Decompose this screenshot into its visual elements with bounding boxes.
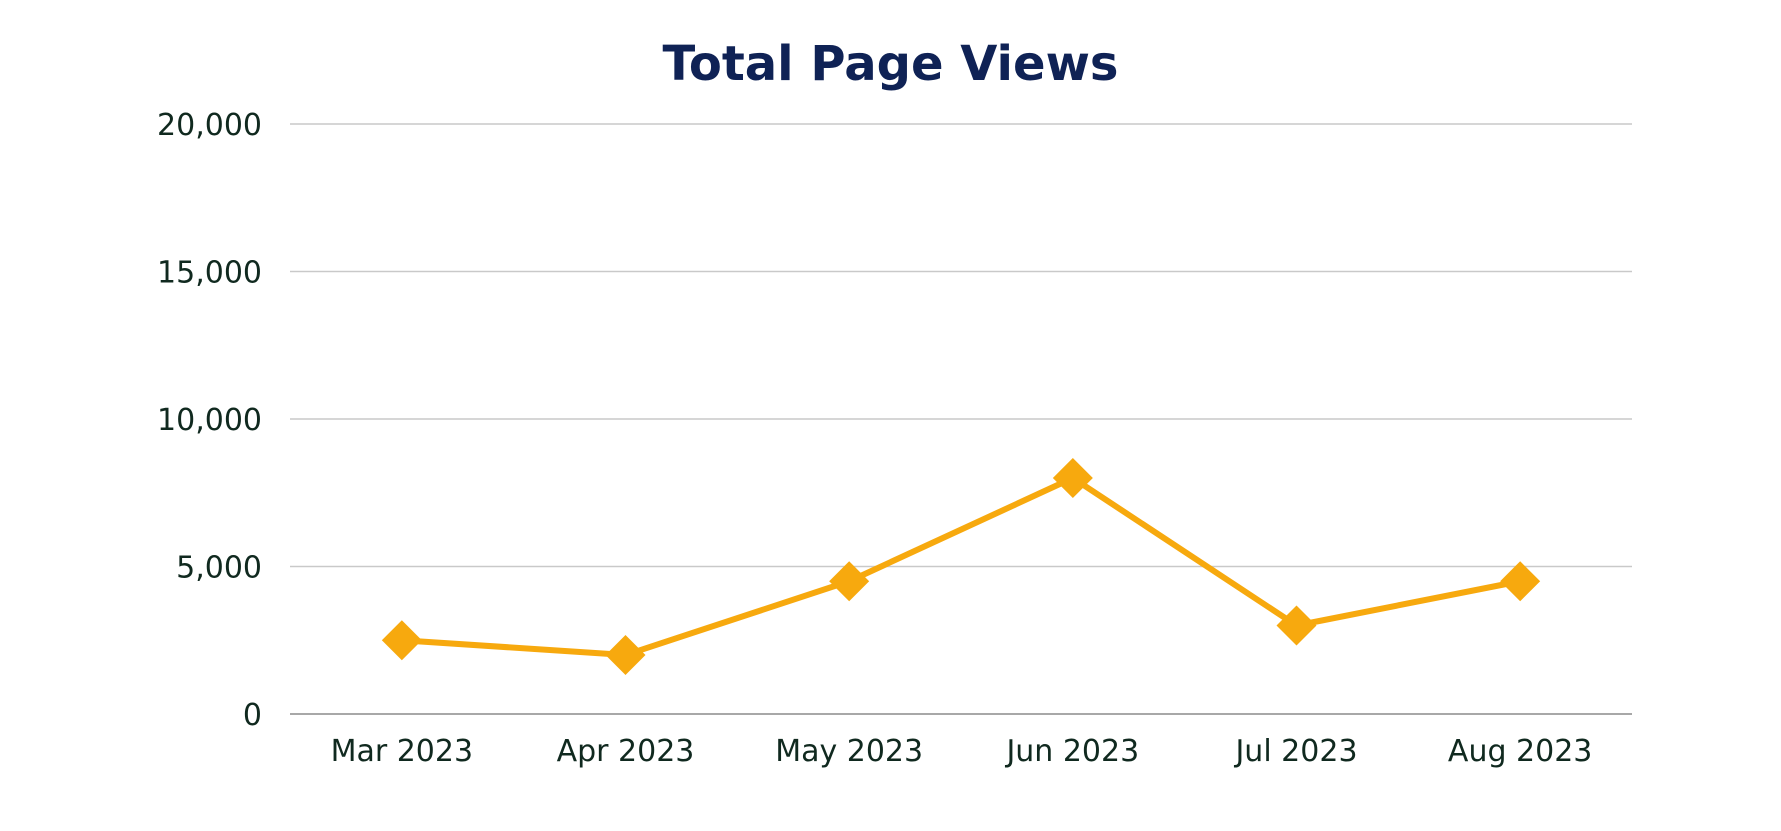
x-tick-label: Mar 2023	[331, 734, 474, 769]
chart-title: Total Page Views	[662, 36, 1119, 92]
data-point-marker	[1052, 458, 1093, 498]
y-tick-label: 10,000	[157, 403, 262, 438]
x-tick-label: Jul 2023	[1233, 734, 1357, 769]
x-tick-label: May 2023	[775, 734, 923, 769]
x-tick-label: Aug 2023	[1448, 734, 1592, 769]
grid-lines	[290, 123, 1632, 568]
y-axis-tick-labels: 0 5,000 10,000 15,000 20,000	[157, 108, 262, 733]
y-tick-label: 5,000	[176, 551, 262, 586]
data-point-marker	[1276, 605, 1317, 646]
data-point-marker	[605, 635, 646, 675]
x-tick-label: Apr 2023	[557, 734, 695, 769]
series-page-views	[381, 458, 1541, 675]
y-tick-label: 20,000	[157, 108, 262, 143]
series-line	[401, 475, 1521, 658]
data-point-marker	[1500, 561, 1541, 602]
x-tick-label: Jun 2023	[1004, 734, 1139, 769]
x-axis-tick-labels: Mar 2023 Apr 2023 May 2023 Jun 2023 Jul 2023…	[331, 734, 1593, 769]
y-tick-label: 15,000	[157, 256, 262, 291]
data-point-marker	[829, 561, 870, 602]
data-point-marker	[381, 620, 422, 661]
y-tick-label: 0	[243, 698, 262, 733]
